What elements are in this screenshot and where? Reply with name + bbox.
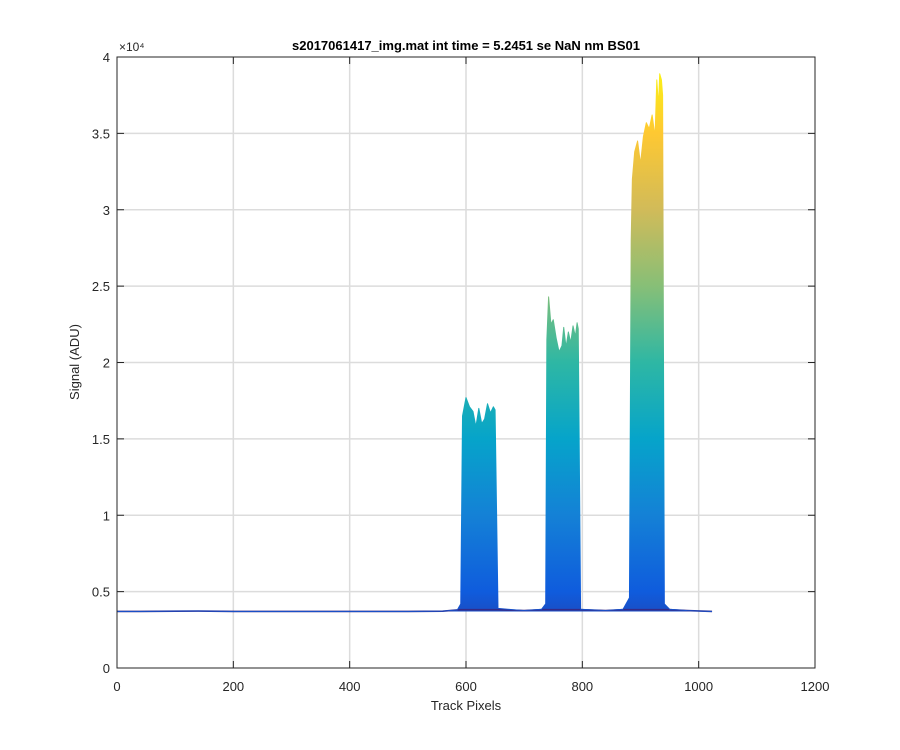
y-tick-label: 2 xyxy=(103,356,110,371)
y-tick-label: 2.5 xyxy=(92,279,110,294)
y-tick-label: 3 xyxy=(103,203,110,218)
ticks xyxy=(116,56,816,669)
y-tick-label: 0.5 xyxy=(92,585,110,600)
signal-area xyxy=(117,73,713,612)
x-tick-label: 0 xyxy=(113,679,120,694)
signal-outline xyxy=(117,73,713,612)
y-tick-label: 0 xyxy=(103,661,110,676)
y-exponent-label: ×10⁴ xyxy=(119,40,145,54)
x-tick-label: 400 xyxy=(339,679,361,694)
y-tick-label: 1.5 xyxy=(92,432,110,447)
x-tick-labels: 0 200 400 600 800 1000 1200 xyxy=(113,679,829,694)
y-axis-label: Signal (ADU) xyxy=(67,324,82,400)
x-axis-label: Track Pixels xyxy=(431,698,502,713)
data-series-layer xyxy=(117,73,713,613)
y-tick-label: 1 xyxy=(103,508,110,523)
baseline-trace xyxy=(117,608,713,613)
chart-title: s2017061417_img.mat int time = 5.2451 se… xyxy=(292,38,640,53)
y-tick-labels: 0 0.5 1 1.5 2 2.5 3 3.5 4 xyxy=(92,50,110,676)
x-tick-label: 1000 xyxy=(684,679,713,694)
x-tick-label: 600 xyxy=(455,679,477,694)
grid xyxy=(117,57,815,668)
x-tick-label: 800 xyxy=(571,679,593,694)
y-tick-label: 4 xyxy=(103,50,110,65)
y-tick-label: 3.5 xyxy=(92,126,110,141)
x-tick-label: 200 xyxy=(222,679,244,694)
x-tick-label: 1200 xyxy=(801,679,830,694)
